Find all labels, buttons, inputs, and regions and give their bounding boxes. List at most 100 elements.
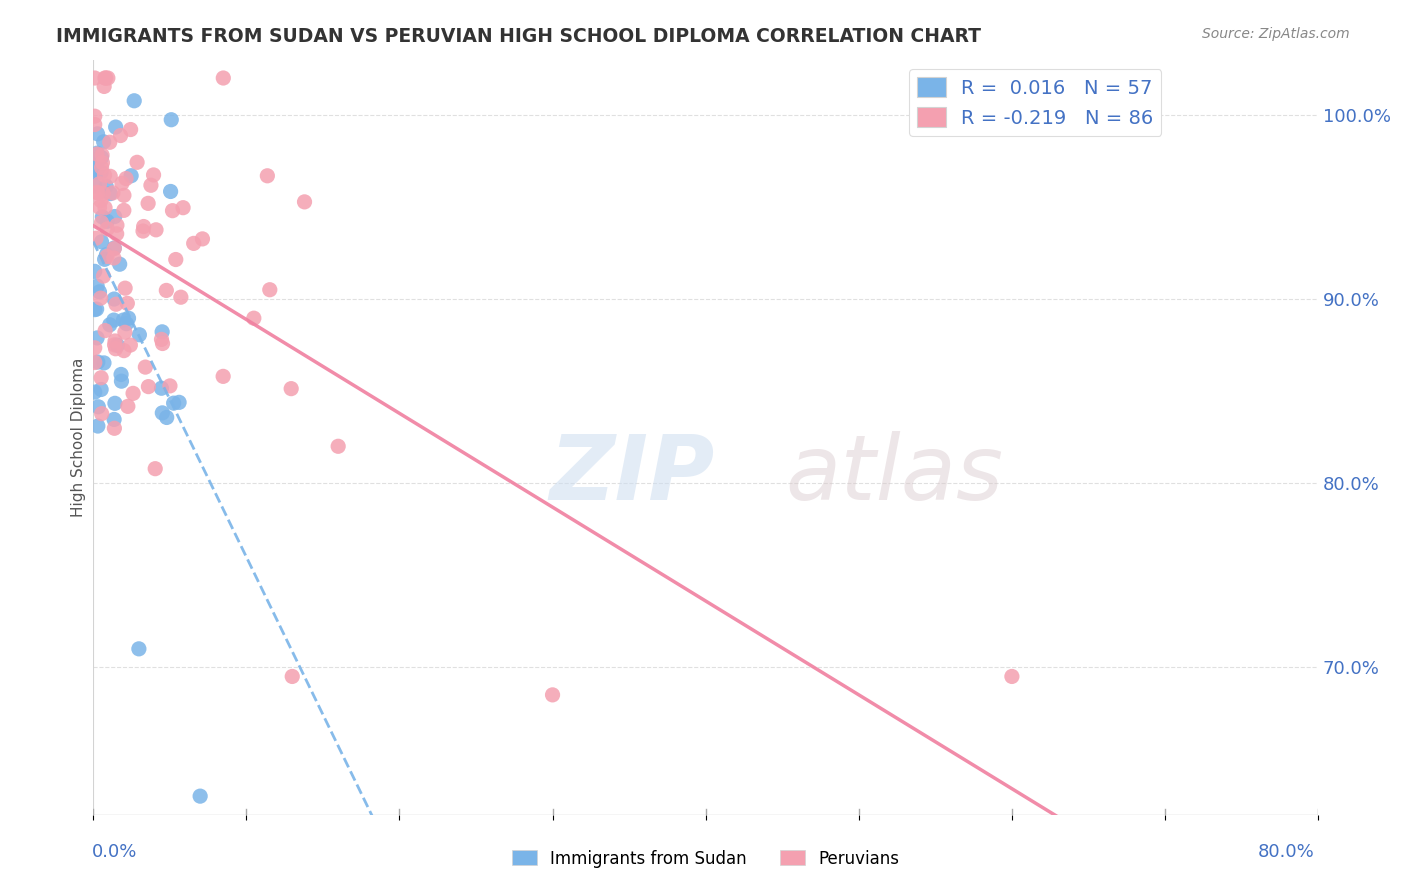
Point: [117, 400, 139, 414]
Point: [83, 341, 105, 355]
Point: [87, 419, 110, 434]
Point: [294, 194, 316, 209]
Point: [91, 186, 114, 201]
Point: [104, 342, 127, 356]
Point: [115, 317, 138, 331]
Point: [93, 356, 115, 370]
Point: [122, 94, 145, 108]
Point: [165, 252, 187, 267]
Point: [191, 232, 214, 246]
Point: [167, 395, 190, 409]
Point: [96, 179, 118, 194]
Point: [1001, 669, 1024, 683]
Point: [104, 396, 127, 410]
Point: [142, 168, 165, 182]
Point: [94, 70, 117, 85]
Point: [128, 641, 150, 656]
Point: [541, 688, 564, 702]
Point: [150, 406, 173, 420]
Point: [86, 279, 108, 293]
Point: [96, 249, 118, 263]
Point: [86, 147, 108, 161]
Point: [107, 338, 129, 352]
Point: [90, 165, 112, 179]
Point: [120, 338, 142, 352]
Point: [89, 285, 111, 299]
Point: [259, 283, 281, 297]
Point: [87, 165, 110, 179]
Point: [86, 331, 108, 345]
Point: [159, 185, 181, 199]
Point: [90, 291, 112, 305]
Point: [132, 224, 155, 238]
Point: [86, 127, 108, 141]
Point: [86, 301, 108, 316]
Point: [83, 264, 105, 278]
Point: [104, 334, 127, 348]
Point: [160, 112, 183, 127]
Point: [117, 296, 139, 310]
Point: [280, 382, 302, 396]
Point: [91, 155, 114, 169]
Point: [152, 336, 174, 351]
Point: [91, 210, 114, 224]
Point: [90, 194, 112, 208]
Point: [90, 235, 112, 249]
Text: ZIP: ZIP: [550, 431, 714, 519]
Point: [170, 290, 193, 304]
Point: [90, 151, 112, 165]
Text: Source: ZipAtlas.com: Source: ZipAtlas.com: [1202, 27, 1350, 41]
Point: [110, 374, 132, 388]
Point: [90, 407, 112, 421]
Point: [89, 177, 111, 191]
Point: [143, 461, 166, 475]
Point: [103, 241, 125, 255]
Point: [96, 222, 118, 236]
Point: [98, 169, 121, 184]
Point: [91, 148, 114, 162]
Point: [112, 203, 135, 218]
Point: [101, 186, 124, 200]
Point: [110, 368, 132, 382]
Point: [87, 186, 110, 200]
Point: [103, 251, 125, 265]
Point: [328, 439, 350, 453]
Point: [96, 247, 118, 261]
Point: [139, 178, 162, 193]
Point: [243, 311, 266, 326]
Point: [132, 219, 155, 234]
Point: [150, 325, 173, 339]
Point: [103, 292, 125, 306]
Point: [281, 669, 304, 683]
Point: [84, 231, 107, 245]
Point: [90, 370, 112, 384]
Point: [212, 369, 235, 384]
Point: [83, 302, 105, 317]
Point: [93, 168, 115, 182]
Point: [104, 210, 127, 224]
Point: [83, 109, 105, 123]
Point: [103, 313, 125, 327]
Point: [120, 122, 142, 136]
Point: [150, 381, 173, 395]
Point: [122, 386, 145, 401]
Point: [103, 412, 125, 426]
Point: [163, 396, 186, 410]
Point: [89, 200, 111, 214]
Text: atlas: atlas: [786, 431, 1004, 519]
Point: [90, 383, 112, 397]
Point: [115, 171, 138, 186]
Point: [83, 155, 105, 169]
Point: [159, 379, 181, 393]
Point: [97, 70, 120, 85]
Point: [87, 400, 110, 414]
Point: [114, 281, 136, 295]
Point: [93, 268, 115, 283]
Point: [90, 161, 112, 175]
Point: [145, 223, 167, 237]
Point: [127, 155, 149, 169]
Point: [112, 188, 135, 202]
Point: [156, 410, 179, 425]
Point: [172, 201, 194, 215]
Point: [83, 118, 105, 132]
